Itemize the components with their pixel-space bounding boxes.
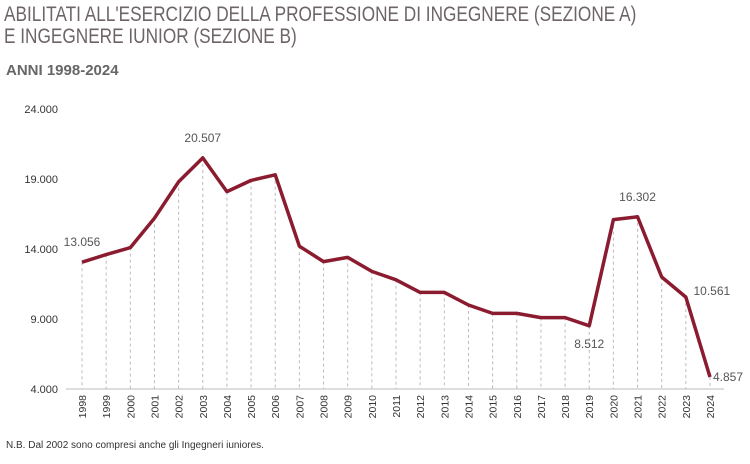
x-tick-label: 2005 xyxy=(246,395,258,419)
x-tick-label: 2018 xyxy=(560,395,572,419)
x-tick-label: 2013 xyxy=(439,395,451,419)
title-line-2: E INGEGNERE IUNIOR (SEZIONE B) xyxy=(4,25,297,48)
x-tick-label: 2000 xyxy=(125,395,137,419)
x-tick-label: 2003 xyxy=(198,395,210,419)
x-tick-label: 2012 xyxy=(415,395,427,419)
data-label: 8.512 xyxy=(574,337,604,351)
y-tick-label: 14.000 xyxy=(24,244,58,256)
x-tick-label: 2016 xyxy=(512,395,524,419)
x-tick-label: 2001 xyxy=(149,395,161,419)
x-tick-label: 2019 xyxy=(584,395,596,419)
x-tick-label: 2015 xyxy=(488,395,500,419)
series-line xyxy=(81,156,712,378)
x-tick-label: 2010 xyxy=(367,395,379,419)
data-label: 13.056 xyxy=(64,235,101,249)
y-tick-label: 9.000 xyxy=(30,314,58,326)
data-label: 16.302 xyxy=(619,190,656,204)
x-tick-label: 2004 xyxy=(222,395,234,419)
x-tick-label: 2007 xyxy=(294,395,306,419)
data-label: 4.857 xyxy=(713,370,743,384)
x-tick-label: 2020 xyxy=(608,395,620,419)
chart-subtitle: ANNI 1998-2024 xyxy=(6,62,119,79)
chart-title: ABILITATI ALL'ESERCIZIO DELLA PROFESSION… xyxy=(4,4,636,48)
x-tick-label: 2008 xyxy=(319,395,331,419)
x-tick-label: 2022 xyxy=(657,395,669,419)
title-line-1: ABILITATI ALL'ESERCIZIO DELLA PROFESSION… xyxy=(4,3,637,26)
y-tick-label: 19.000 xyxy=(24,174,58,186)
x-tick-label: 2011 xyxy=(391,395,403,418)
x-tick-label: 2021 xyxy=(633,395,645,419)
y-tick-label: 4.000 xyxy=(30,384,58,396)
x-tick-label: 2009 xyxy=(343,395,355,419)
x-tick-label: 2014 xyxy=(463,395,475,419)
footnote: N.B. Dal 2002 sono compresi anche gli In… xyxy=(6,440,264,451)
x-tick-label: 2023 xyxy=(681,395,693,419)
x-tick-label: 1999 xyxy=(101,395,113,419)
data-label: 10.561 xyxy=(693,284,730,298)
x-tick-label: 2024 xyxy=(705,395,717,419)
y-tick-label: 24.000 xyxy=(24,104,58,116)
data-label: 20.507 xyxy=(184,131,221,145)
x-tick-label: 2002 xyxy=(174,395,186,419)
x-tick-label: 2017 xyxy=(536,395,548,419)
x-tick-label: 1998 xyxy=(77,395,89,419)
x-tick-label: 2006 xyxy=(270,395,282,419)
